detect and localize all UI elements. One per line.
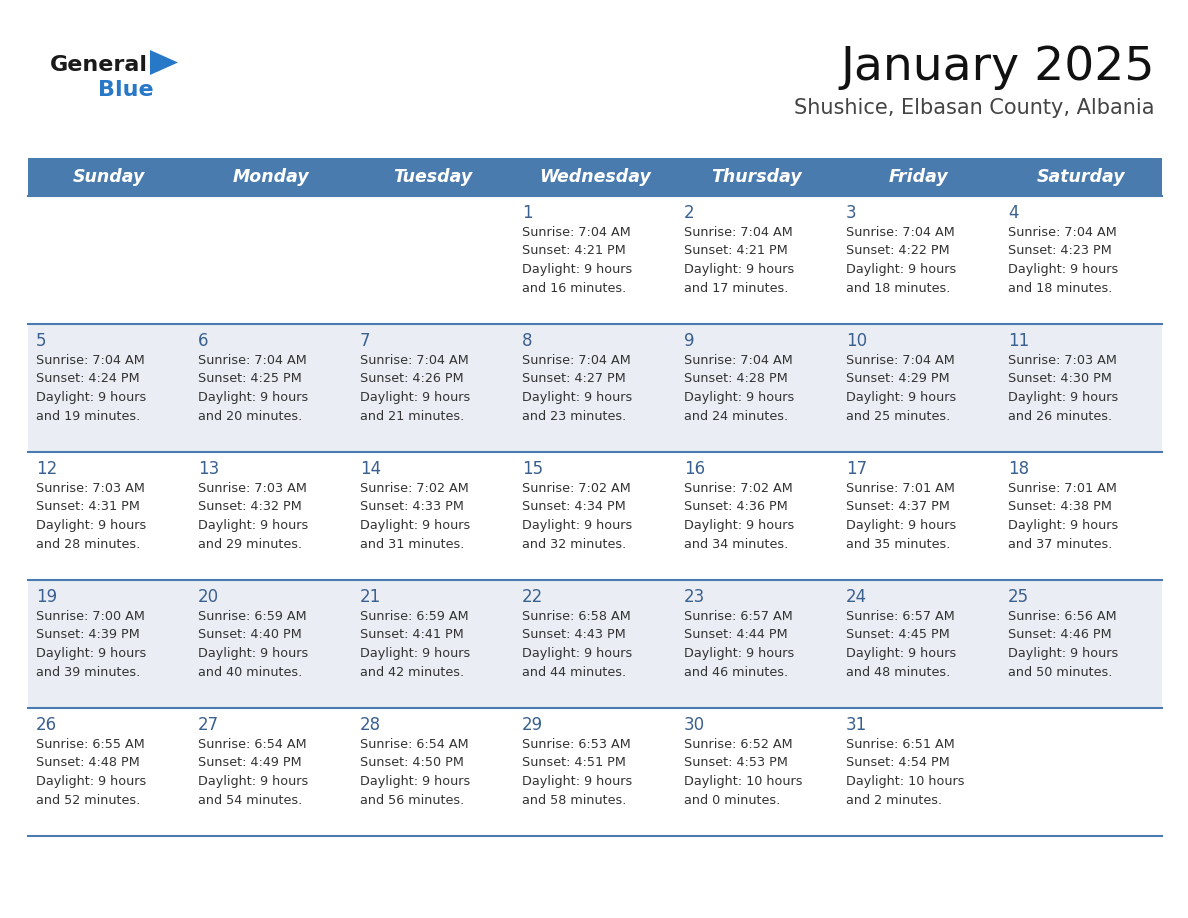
Text: 18: 18 — [1007, 460, 1029, 478]
Bar — [29, 324, 1162, 452]
Bar — [29, 708, 1162, 836]
Text: Friday: Friday — [889, 168, 949, 186]
Text: Sunrise: 7:03 AM
Sunset: 4:32 PM
Daylight: 9 hours
and 29 minutes.: Sunrise: 7:03 AM Sunset: 4:32 PM Dayligh… — [198, 482, 308, 551]
Text: Sunrise: 6:56 AM
Sunset: 4:46 PM
Daylight: 9 hours
and 50 minutes.: Sunrise: 6:56 AM Sunset: 4:46 PM Dayligh… — [1007, 610, 1118, 678]
Text: Monday: Monday — [233, 168, 309, 186]
Text: 6: 6 — [198, 332, 209, 350]
Text: 26: 26 — [36, 716, 57, 734]
Text: Sunrise: 7:04 AM
Sunset: 4:21 PM
Daylight: 9 hours
and 17 minutes.: Sunrise: 7:04 AM Sunset: 4:21 PM Dayligh… — [684, 226, 795, 295]
Text: 4: 4 — [1007, 204, 1018, 222]
Bar — [29, 196, 1162, 324]
Text: General: General — [50, 55, 148, 75]
Bar — [29, 580, 1162, 708]
Text: Sunrise: 6:59 AM
Sunset: 4:41 PM
Daylight: 9 hours
and 42 minutes.: Sunrise: 6:59 AM Sunset: 4:41 PM Dayligh… — [360, 610, 470, 678]
Text: Sunrise: 7:01 AM
Sunset: 4:37 PM
Daylight: 9 hours
and 35 minutes.: Sunrise: 7:01 AM Sunset: 4:37 PM Dayligh… — [846, 482, 956, 551]
Text: 13: 13 — [198, 460, 220, 478]
Text: 3: 3 — [846, 204, 857, 222]
Text: Sunrise: 7:04 AM
Sunset: 4:29 PM
Daylight: 9 hours
and 25 minutes.: Sunrise: 7:04 AM Sunset: 4:29 PM Dayligh… — [846, 354, 956, 422]
Text: 16: 16 — [684, 460, 706, 478]
Text: 30: 30 — [684, 716, 706, 734]
Text: Sunrise: 7:04 AM
Sunset: 4:27 PM
Daylight: 9 hours
and 23 minutes.: Sunrise: 7:04 AM Sunset: 4:27 PM Dayligh… — [522, 354, 632, 422]
Text: Sunrise: 6:57 AM
Sunset: 4:45 PM
Daylight: 9 hours
and 48 minutes.: Sunrise: 6:57 AM Sunset: 4:45 PM Dayligh… — [846, 610, 956, 678]
Text: Sunrise: 7:02 AM
Sunset: 4:36 PM
Daylight: 9 hours
and 34 minutes.: Sunrise: 7:02 AM Sunset: 4:36 PM Dayligh… — [684, 482, 795, 551]
Text: 25: 25 — [1007, 588, 1029, 606]
Text: Saturday: Saturday — [1037, 168, 1125, 186]
Text: Sunrise: 7:04 AM
Sunset: 4:25 PM
Daylight: 9 hours
and 20 minutes.: Sunrise: 7:04 AM Sunset: 4:25 PM Dayligh… — [198, 354, 308, 422]
Text: Sunrise: 6:58 AM
Sunset: 4:43 PM
Daylight: 9 hours
and 44 minutes.: Sunrise: 6:58 AM Sunset: 4:43 PM Dayligh… — [522, 610, 632, 678]
Polygon shape — [150, 50, 178, 75]
Text: Sunday: Sunday — [72, 168, 145, 186]
Text: Sunrise: 6:55 AM
Sunset: 4:48 PM
Daylight: 9 hours
and 52 minutes.: Sunrise: 6:55 AM Sunset: 4:48 PM Dayligh… — [36, 738, 146, 807]
Text: Sunrise: 6:57 AM
Sunset: 4:44 PM
Daylight: 9 hours
and 46 minutes.: Sunrise: 6:57 AM Sunset: 4:44 PM Dayligh… — [684, 610, 795, 678]
Text: Sunrise: 6:54 AM
Sunset: 4:49 PM
Daylight: 9 hours
and 54 minutes.: Sunrise: 6:54 AM Sunset: 4:49 PM Dayligh… — [198, 738, 308, 807]
Text: Sunrise: 6:59 AM
Sunset: 4:40 PM
Daylight: 9 hours
and 40 minutes.: Sunrise: 6:59 AM Sunset: 4:40 PM Dayligh… — [198, 610, 308, 678]
Text: Sunrise: 7:00 AM
Sunset: 4:39 PM
Daylight: 9 hours
and 39 minutes.: Sunrise: 7:00 AM Sunset: 4:39 PM Dayligh… — [36, 610, 146, 678]
Text: Sunrise: 6:54 AM
Sunset: 4:50 PM
Daylight: 9 hours
and 56 minutes.: Sunrise: 6:54 AM Sunset: 4:50 PM Dayligh… — [360, 738, 470, 807]
Text: 12: 12 — [36, 460, 57, 478]
Text: 21: 21 — [360, 588, 381, 606]
Text: Sunrise: 6:51 AM
Sunset: 4:54 PM
Daylight: 10 hours
and 2 minutes.: Sunrise: 6:51 AM Sunset: 4:54 PM Dayligh… — [846, 738, 965, 807]
Text: Sunrise: 7:04 AM
Sunset: 4:24 PM
Daylight: 9 hours
and 19 minutes.: Sunrise: 7:04 AM Sunset: 4:24 PM Dayligh… — [36, 354, 146, 422]
Text: 17: 17 — [846, 460, 867, 478]
Bar — [29, 158, 1162, 196]
Bar — [29, 452, 1162, 580]
Text: Sunrise: 7:02 AM
Sunset: 4:33 PM
Daylight: 9 hours
and 31 minutes.: Sunrise: 7:02 AM Sunset: 4:33 PM Dayligh… — [360, 482, 470, 551]
Text: Blue: Blue — [97, 80, 153, 100]
Text: Sunrise: 7:04 AM
Sunset: 4:26 PM
Daylight: 9 hours
and 21 minutes.: Sunrise: 7:04 AM Sunset: 4:26 PM Dayligh… — [360, 354, 470, 422]
Text: Tuesday: Tuesday — [393, 168, 473, 186]
Text: Sunrise: 7:04 AM
Sunset: 4:23 PM
Daylight: 9 hours
and 18 minutes.: Sunrise: 7:04 AM Sunset: 4:23 PM Dayligh… — [1007, 226, 1118, 295]
Text: Thursday: Thursday — [712, 168, 802, 186]
Text: Sunrise: 7:01 AM
Sunset: 4:38 PM
Daylight: 9 hours
and 37 minutes.: Sunrise: 7:01 AM Sunset: 4:38 PM Dayligh… — [1007, 482, 1118, 551]
Text: Sunrise: 7:04 AM
Sunset: 4:22 PM
Daylight: 9 hours
and 18 minutes.: Sunrise: 7:04 AM Sunset: 4:22 PM Dayligh… — [846, 226, 956, 295]
Text: Sunrise: 7:02 AM
Sunset: 4:34 PM
Daylight: 9 hours
and 32 minutes.: Sunrise: 7:02 AM Sunset: 4:34 PM Dayligh… — [522, 482, 632, 551]
Text: 20: 20 — [198, 588, 219, 606]
Text: January 2025: January 2025 — [840, 46, 1155, 91]
Text: 22: 22 — [522, 588, 543, 606]
Text: 23: 23 — [684, 588, 706, 606]
Text: Sunrise: 7:04 AM
Sunset: 4:21 PM
Daylight: 9 hours
and 16 minutes.: Sunrise: 7:04 AM Sunset: 4:21 PM Dayligh… — [522, 226, 632, 295]
Text: 29: 29 — [522, 716, 543, 734]
Text: Sunrise: 6:52 AM
Sunset: 4:53 PM
Daylight: 10 hours
and 0 minutes.: Sunrise: 6:52 AM Sunset: 4:53 PM Dayligh… — [684, 738, 803, 807]
Text: 31: 31 — [846, 716, 867, 734]
Text: Sunrise: 7:03 AM
Sunset: 4:30 PM
Daylight: 9 hours
and 26 minutes.: Sunrise: 7:03 AM Sunset: 4:30 PM Dayligh… — [1007, 354, 1118, 422]
Text: 11: 11 — [1007, 332, 1029, 350]
Text: 27: 27 — [198, 716, 219, 734]
Text: 8: 8 — [522, 332, 532, 350]
Text: 9: 9 — [684, 332, 695, 350]
Text: 2: 2 — [684, 204, 695, 222]
Text: Sunrise: 7:03 AM
Sunset: 4:31 PM
Daylight: 9 hours
and 28 minutes.: Sunrise: 7:03 AM Sunset: 4:31 PM Dayligh… — [36, 482, 146, 551]
Text: Sunrise: 6:53 AM
Sunset: 4:51 PM
Daylight: 9 hours
and 58 minutes.: Sunrise: 6:53 AM Sunset: 4:51 PM Dayligh… — [522, 738, 632, 807]
Text: 5: 5 — [36, 332, 46, 350]
Text: 1: 1 — [522, 204, 532, 222]
Text: Wednesday: Wednesday — [539, 168, 651, 186]
Text: 15: 15 — [522, 460, 543, 478]
Text: 7: 7 — [360, 332, 371, 350]
Text: 28: 28 — [360, 716, 381, 734]
Text: 24: 24 — [846, 588, 867, 606]
Text: 14: 14 — [360, 460, 381, 478]
Text: 10: 10 — [846, 332, 867, 350]
Text: 19: 19 — [36, 588, 57, 606]
Text: Shushice, Elbasan County, Albania: Shushice, Elbasan County, Albania — [795, 98, 1155, 118]
Text: Sunrise: 7:04 AM
Sunset: 4:28 PM
Daylight: 9 hours
and 24 minutes.: Sunrise: 7:04 AM Sunset: 4:28 PM Dayligh… — [684, 354, 795, 422]
